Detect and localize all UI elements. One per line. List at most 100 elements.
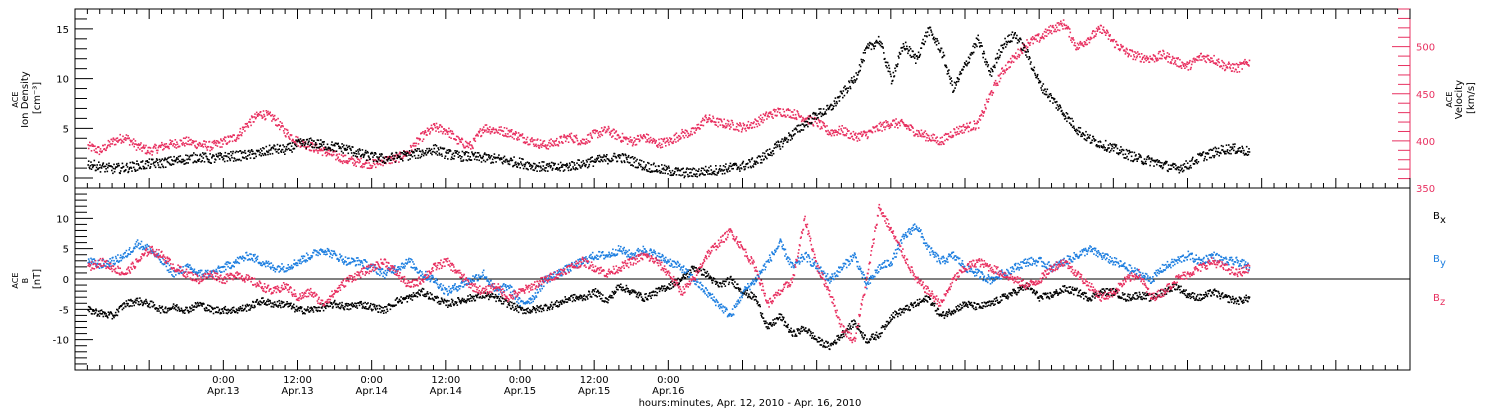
velocity-point: [987, 101, 990, 103]
velocity-point: [947, 133, 950, 135]
density-point: [435, 152, 437, 155]
density-point: [420, 155, 423, 158]
velocity-point: [580, 141, 583, 143]
density-point: [594, 161, 597, 163]
density-point: [1219, 151, 1222, 154]
density-point: [227, 156, 230, 159]
velocity-point: [822, 121, 824, 124]
velocity-point: [936, 136, 938, 138]
velocity-point: [582, 142, 584, 145]
bx-point: [209, 310, 211, 313]
density-point: [323, 148, 326, 151]
velocity-point: [460, 141, 462, 143]
density-point: [1105, 149, 1108, 151]
density-point: [795, 129, 798, 131]
density-point: [661, 164, 663, 166]
bx-point: [259, 300, 261, 302]
density-point: [963, 66, 965, 68]
density-point: [1210, 156, 1213, 159]
density-point: [643, 161, 645, 163]
density-point: [688, 175, 691, 177]
velocity-point: [1230, 64, 1232, 66]
velocity-point: [221, 140, 224, 142]
velocity-point: [292, 139, 294, 141]
velocity-point: [409, 152, 411, 154]
density-point: [1025, 51, 1028, 53]
density-point: [361, 149, 364, 151]
velocity-point: [425, 131, 427, 134]
density-point: [1038, 81, 1040, 84]
density-point: [1122, 153, 1124, 156]
density-point: [811, 122, 813, 124]
velocity-point: [1157, 59, 1159, 61]
density-point: [1229, 149, 1231, 152]
velocity-point: [169, 139, 171, 141]
velocity-point: [737, 124, 739, 126]
top-x-minor-ticks: [74, 9, 1411, 188]
density-point: [457, 156, 460, 158]
velocity-point: [335, 158, 337, 161]
velocity-point: [857, 133, 859, 135]
density-point: [411, 155, 414, 158]
velocity-point: [849, 137, 851, 139]
velocity-point: [1127, 54, 1130, 56]
density-point: [654, 170, 656, 172]
velocity-point: [1104, 34, 1107, 36]
velocity-point: [238, 134, 241, 137]
bx-point: [306, 308, 309, 310]
density-point: [798, 124, 800, 127]
velocity-point: [106, 146, 109, 148]
density-point: [314, 144, 316, 146]
density-point: [919, 53, 922, 56]
density-point: [340, 150, 343, 153]
density-point: [1214, 146, 1217, 149]
density-point: [1041, 85, 1043, 87]
density-point: [1033, 66, 1036, 69]
density-point: [244, 152, 247, 154]
velocity-point: [191, 141, 193, 144]
density-point: [643, 168, 646, 171]
velocity-point: [1007, 60, 1010, 63]
bx-point: [218, 309, 220, 312]
velocity-point: [970, 129, 972, 132]
bx-point: [136, 297, 139, 300]
density-point: [938, 42, 940, 45]
density-point: [1101, 146, 1104, 148]
velocity-point: [845, 132, 848, 135]
velocity-point: [726, 125, 728, 127]
density-point: [1068, 122, 1071, 124]
density-point: [402, 159, 404, 162]
bx-point: [280, 306, 282, 309]
velocity-point: [612, 135, 614, 137]
velocity-point: [965, 126, 967, 128]
velocity-point: [417, 143, 420, 145]
density-point: [357, 151, 360, 153]
bx-point: [190, 307, 193, 310]
density-point: [945, 64, 947, 67]
velocity-point: [205, 147, 208, 149]
density-point: [834, 97, 837, 99]
density-point: [874, 42, 876, 44]
velocity-point: [685, 134, 687, 137]
density-point: [857, 71, 860, 74]
density-point: [579, 164, 581, 167]
velocity-point: [856, 140, 859, 142]
velocity-point: [207, 146, 210, 148]
density-point: [261, 150, 263, 152]
velocity-point: [162, 144, 165, 147]
density-point: [146, 161, 149, 163]
density-point: [1148, 157, 1151, 159]
velocity-point: [263, 113, 265, 116]
density-point: [158, 166, 160, 169]
velocity-point: [1020, 50, 1023, 53]
density-point: [449, 149, 451, 151]
density-point: [766, 149, 769, 151]
density-point: [558, 168, 560, 170]
density-point: [463, 154, 466, 156]
density-point: [866, 45, 868, 48]
bx-point: [226, 309, 228, 312]
density-point: [926, 31, 929, 33]
velocity-point: [819, 128, 822, 130]
velocity-point: [913, 135, 916, 137]
density-point: [927, 27, 930, 30]
